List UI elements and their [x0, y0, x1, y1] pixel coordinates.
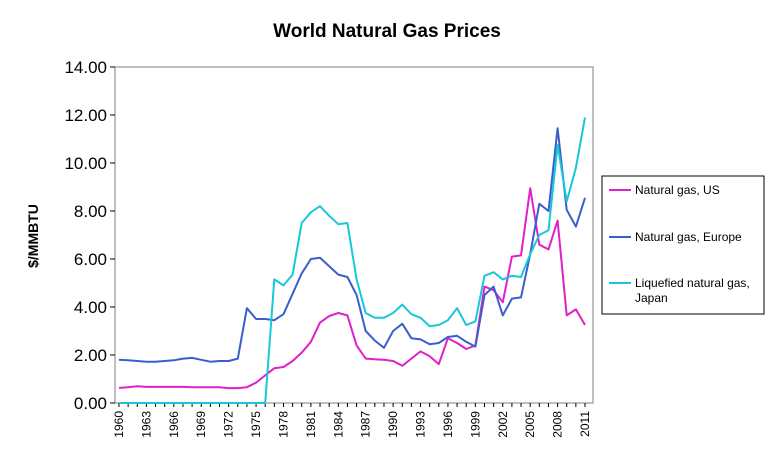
series-line-europe — [118, 127, 586, 363]
y-tick-label: 6.00 — [74, 250, 107, 269]
y-tick-label: 0.00 — [74, 394, 107, 413]
y-axis-label: $/MMBTU — [25, 204, 41, 268]
x-tick-label: 1966 — [167, 411, 181, 438]
plot-area — [114, 66, 594, 404]
y-tick-label: 14.00 — [64, 58, 107, 77]
x-tick-label: 1984 — [331, 411, 345, 438]
legend-label-us: Natural gas, US — [635, 183, 720, 197]
x-tick-label: 1975 — [249, 411, 263, 438]
y-axis: 0.00 2.00 4.00 6.00 8.00 10.00 12.00 14.00 — [64, 58, 115, 413]
x-tick-label: 1981 — [304, 411, 318, 438]
x-tick-label: 1996 — [441, 411, 455, 438]
y-tick-label: 2.00 — [74, 346, 107, 365]
legend-label-japan: Liquefied natural gas, Japan — [635, 276, 750, 305]
x-tick-label: 1972 — [222, 411, 236, 438]
x-tick-label: 1963 — [139, 411, 153, 438]
legend-label-europe: Natural gas, Europe — [635, 230, 742, 244]
y-tick-label: 10.00 — [64, 154, 107, 173]
y-tick-label: 8.00 — [74, 202, 107, 221]
x-tick-label: 2008 — [551, 411, 565, 438]
legend: Natural gas, US Natural gas, Europe Liqu… — [601, 175, 765, 315]
x-tick-label: 2002 — [496, 411, 510, 438]
chart-title: World Natural Gas Prices — [273, 21, 501, 42]
x-tick-label: 1987 — [359, 411, 373, 438]
x-tick-label: 1969 — [194, 411, 208, 438]
y-tick-label: 12.00 — [64, 106, 107, 125]
x-tick-label: 2005 — [523, 411, 537, 438]
series-line-japan — [119, 117, 586, 404]
series-line-us — [118, 187, 586, 390]
series-lines — [118, 117, 586, 404]
x-tick-label: 1960 — [112, 411, 126, 438]
y-tick-label: 4.00 — [74, 298, 107, 317]
x-tick-label: 1990 — [386, 411, 400, 438]
x-tick-label: 1999 — [468, 411, 482, 438]
x-axis: 1960 1963 1966 1969 1972 1975 1978 1981 1984 1987… — [112, 403, 592, 438]
legend-box — [601, 175, 765, 315]
x-tick-label: 1978 — [276, 411, 290, 438]
x-tick-label: 1993 — [414, 411, 428, 438]
x-tick-label: 2011 — [578, 411, 592, 437]
